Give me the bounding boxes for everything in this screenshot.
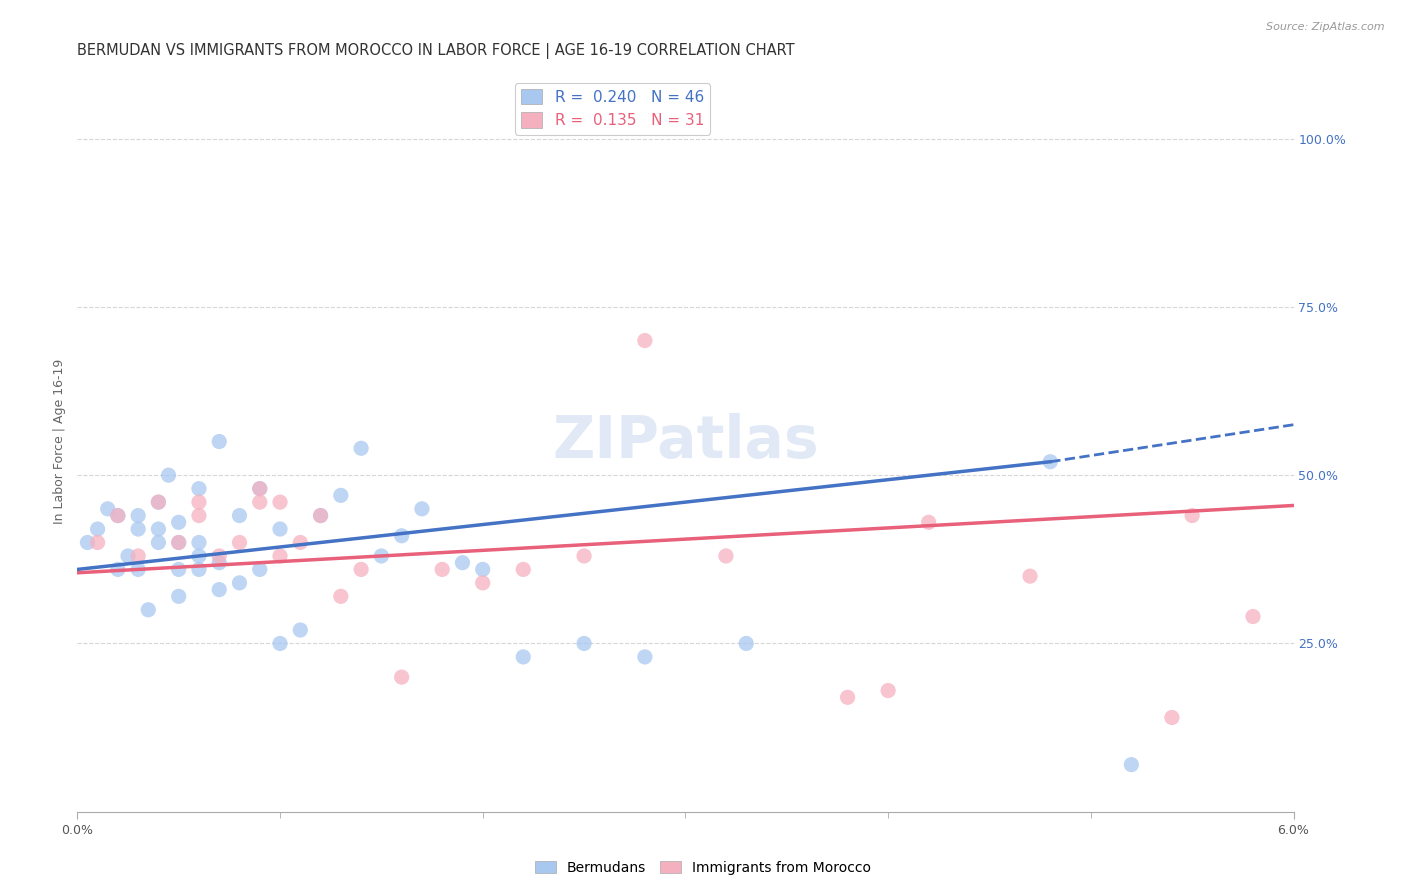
Point: [86, 535, 108, 549]
Point: [432, 562, 454, 576]
Point: [249, 562, 271, 576]
Text: ZIPatlas: ZIPatlas: [553, 413, 818, 470]
Point: [471, 562, 494, 576]
Point: [370, 549, 392, 563]
Point: [136, 603, 159, 617]
Point: [188, 482, 211, 496]
Point: [471, 575, 494, 590]
Point: [634, 334, 657, 348]
Point: [877, 683, 900, 698]
Point: [148, 522, 170, 536]
Text: BERMUDAN VS IMMIGRANTS FROM MOROCCO IN LABOR FORCE | AGE 16-19 CORRELATION CHART: BERMUDAN VS IMMIGRANTS FROM MOROCCO IN L…: [77, 43, 794, 59]
Point: [86, 522, 108, 536]
Point: [1039, 455, 1062, 469]
Point: [1241, 609, 1264, 624]
Point: [76, 535, 98, 549]
Point: [127, 549, 149, 563]
Point: [188, 549, 211, 563]
Point: [167, 590, 190, 604]
Point: [228, 508, 250, 523]
Point: [1121, 757, 1143, 772]
Point: [167, 535, 190, 549]
Point: [188, 508, 211, 523]
Point: [97, 501, 120, 516]
Point: [269, 495, 291, 509]
Point: [188, 495, 211, 509]
Point: [208, 434, 231, 449]
Point: [208, 549, 231, 563]
Point: [290, 623, 312, 637]
Point: [148, 495, 170, 509]
Y-axis label: In Labor Force | Age 16-19: In Labor Force | Age 16-19: [53, 359, 66, 524]
Point: [290, 535, 312, 549]
Point: [1181, 508, 1204, 523]
Point: [127, 522, 149, 536]
Point: [309, 508, 332, 523]
Point: [411, 501, 433, 516]
Point: [107, 508, 129, 523]
Point: [1161, 710, 1184, 724]
Point: [350, 562, 373, 576]
Point: [1019, 569, 1042, 583]
Point: [228, 535, 250, 549]
Point: [512, 562, 534, 576]
Point: [107, 562, 129, 576]
Text: Source: ZipAtlas.com: Source: ZipAtlas.com: [1267, 22, 1385, 32]
Point: [167, 562, 190, 576]
Point: [228, 575, 250, 590]
Point: [117, 549, 139, 563]
Point: [208, 582, 231, 597]
Point: [127, 508, 149, 523]
Point: [148, 535, 170, 549]
Point: [634, 649, 657, 664]
Point: [107, 508, 129, 523]
Point: [167, 535, 190, 549]
Point: [249, 482, 271, 496]
Point: [735, 636, 758, 650]
Point: [269, 522, 291, 536]
Point: [350, 442, 373, 456]
Point: [188, 562, 211, 576]
Point: [391, 670, 413, 684]
Point: [572, 549, 595, 563]
Point: [167, 516, 190, 530]
Point: [148, 495, 170, 509]
Point: [249, 482, 271, 496]
Point: [127, 562, 149, 576]
Legend: R =  0.240   N = 46, R =  0.135   N = 31: R = 0.240 N = 46, R = 0.135 N = 31: [515, 83, 710, 135]
Point: [512, 649, 534, 664]
Point: [249, 495, 271, 509]
Point: [391, 529, 413, 543]
Point: [714, 549, 737, 563]
Point: [837, 690, 859, 705]
Legend: Bermudans, Immigrants from Morocco: Bermudans, Immigrants from Morocco: [530, 855, 876, 880]
Point: [572, 636, 595, 650]
Point: [451, 556, 474, 570]
Point: [329, 590, 352, 604]
Point: [269, 549, 291, 563]
Point: [157, 468, 180, 483]
Point: [188, 535, 211, 549]
Point: [208, 556, 231, 570]
Point: [309, 508, 332, 523]
Point: [918, 516, 941, 530]
Point: [329, 488, 352, 502]
Point: [269, 636, 291, 650]
